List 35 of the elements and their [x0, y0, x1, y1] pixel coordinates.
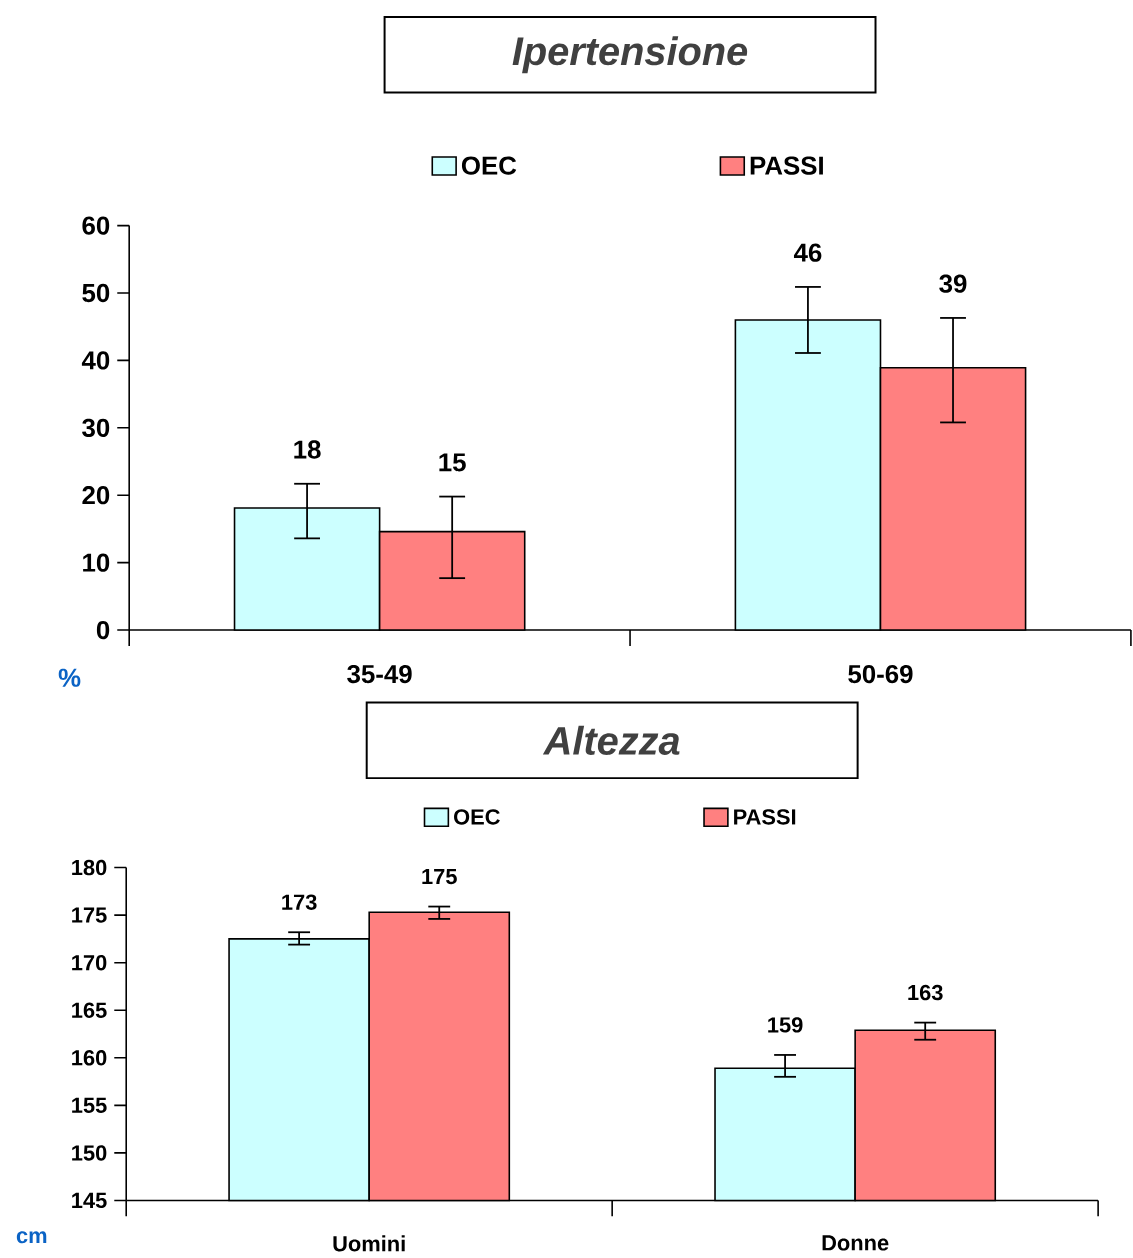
- y-tick-label: 180: [72, 859, 107, 876]
- legend-label: PASSI: [750, 156, 823, 175]
- data-label: 159: [768, 1017, 803, 1033]
- data-label: 39: [939, 274, 967, 293]
- data-label: 18: [294, 440, 321, 459]
- y-tick-label: 160: [72, 1050, 107, 1066]
- y-tick-label: 40: [81, 351, 110, 370]
- legend-label: OEC: [454, 809, 500, 825]
- y-tick-label: 10: [83, 553, 110, 572]
- data-label: 15: [439, 453, 466, 472]
- chart-title: Altezza: [542, 725, 680, 755]
- y-tick-label: 170: [72, 954, 107, 971]
- y-tick-label: 155: [72, 1097, 107, 1113]
- chart-title: Ipertensione: [512, 36, 748, 74]
- data-label: 175: [422, 869, 457, 885]
- x-tick-label: Donne: [822, 1235, 889, 1251]
- y-tick-label: 150: [72, 1145, 107, 1161]
- y-tick-label: 60: [82, 216, 110, 235]
- y-tick-label: 145: [72, 1192, 107, 1209]
- y-axis-title: cm: [16, 1231, 47, 1244]
- data-label: 163: [908, 984, 943, 1001]
- y-tick-label: 175: [72, 907, 107, 923]
- x-tick-label: Uomini: [333, 1235, 405, 1252]
- y-tick-label: 50: [82, 283, 110, 303]
- y-tick-label: 0: [96, 620, 110, 640]
- x-tick-label: 50-69: [848, 664, 913, 684]
- data-label: 46: [794, 243, 822, 262]
- y-tick-label: 20: [82, 486, 110, 505]
- y-tick-label: 30: [82, 418, 110, 437]
- x-tick-label: 35-49: [347, 664, 412, 684]
- data-label: 173: [282, 894, 317, 910]
- legend-label: OEC: [462, 156, 517, 175]
- legend-label: PASSI: [734, 809, 796, 825]
- y-tick-label: 165: [72, 1002, 107, 1018]
- y-axis-title: %: [58, 668, 81, 687]
